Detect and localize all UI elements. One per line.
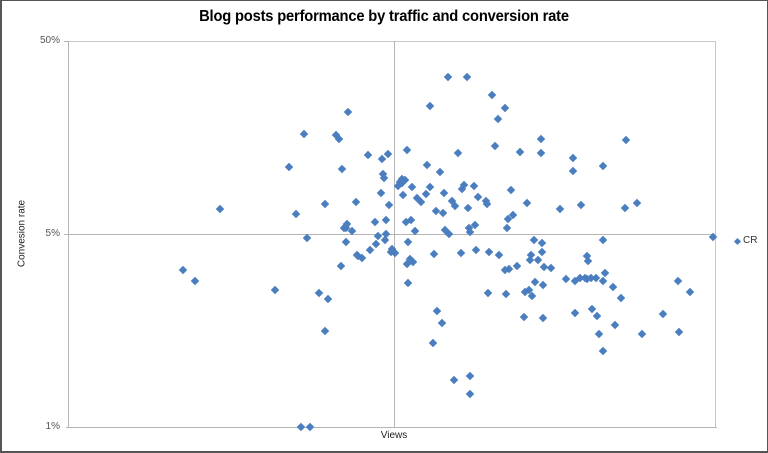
reference-line-vertical (394, 41, 395, 427)
y-tick-label-mid: 5% (45, 228, 60, 239)
reference-line-horizontal (64, 234, 716, 235)
y-tick-top (64, 41, 69, 42)
chart-title: Blog posts performance by traffic and co… (199, 8, 569, 25)
legend-label-cr: CR (743, 235, 758, 246)
y-axis-title: Convesion rate (16, 199, 28, 268)
y-tick-label-bottom: 1% (45, 421, 60, 432)
x-axis-line (66, 427, 717, 428)
x-axis-title: Views (380, 430, 408, 441)
y-tick-label-top: 50% (39, 35, 60, 46)
